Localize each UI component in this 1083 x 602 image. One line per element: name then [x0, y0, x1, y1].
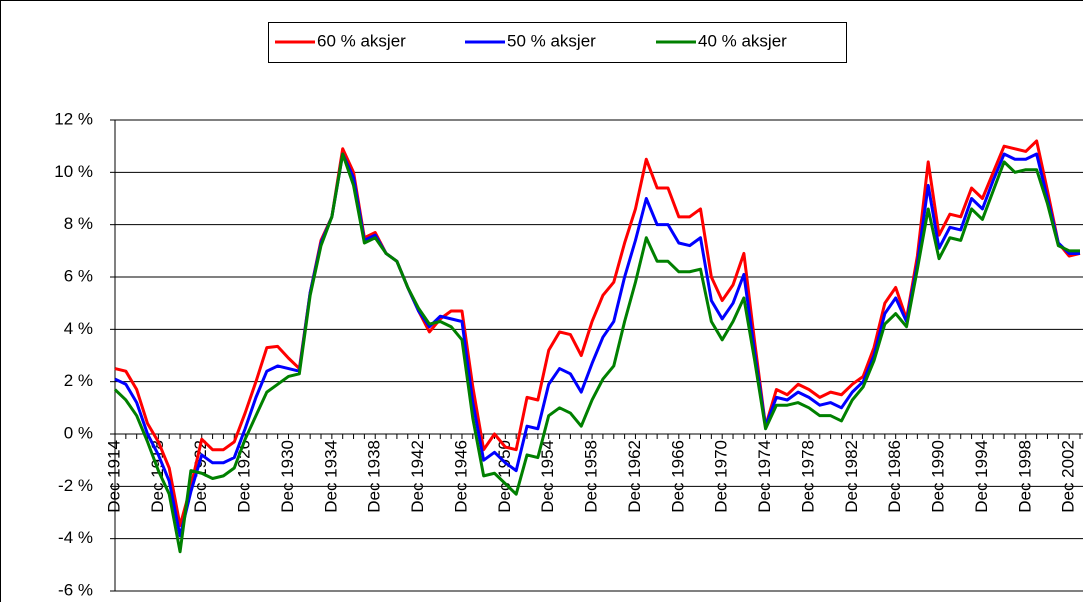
- y-tick-label: 8 %: [64, 214, 93, 233]
- x-tick-label: Dec 1934: [321, 440, 340, 513]
- y-tick-label: -6 %: [58, 580, 93, 599]
- y-tick-label: 2 %: [64, 371, 93, 390]
- x-tick-label: Dec 1946: [451, 440, 470, 513]
- y-tick-label: 6 %: [64, 266, 93, 285]
- y-tick-label: 0 %: [64, 423, 93, 442]
- x-tick-label: Dec 1970: [712, 440, 731, 513]
- x-tick-label: Dec 1942: [408, 440, 427, 513]
- y-tick-label: 12 %: [54, 109, 93, 128]
- x-tick-label: Dec 1978: [798, 440, 817, 513]
- legend-box: [268, 22, 847, 63]
- x-tick-label: Dec 1938: [365, 440, 384, 513]
- legend-label: 40 % aksjer: [698, 31, 787, 50]
- x-tick-label: Dec 1990: [929, 440, 948, 513]
- y-tick-label: -4 %: [58, 528, 93, 547]
- x-tick-label: Dec 1958: [582, 440, 601, 513]
- x-tick-label: Dec 2002: [1059, 440, 1078, 513]
- x-tick-label: Dec 1966: [668, 440, 687, 513]
- x-tick-label: Dec 1914: [104, 440, 123, 513]
- series-line: [113, 152, 1080, 554]
- legend: 60 % aksjer 50 % aksjer 40 % aksjer: [268, 22, 847, 63]
- x-tick-label: Dec 1962: [625, 440, 644, 513]
- x-tick-label: Dec 1954: [538, 440, 557, 513]
- x-tick-label: Dec 1974: [755, 440, 774, 513]
- y-tick-label: 4 %: [64, 319, 93, 338]
- y-tick-label: -2 %: [58, 476, 93, 495]
- x-tick-label: Dec 1982: [842, 440, 861, 513]
- legend-label: 60 % aksjer: [317, 31, 406, 50]
- x-tick-label: Dec 1986: [885, 440, 904, 513]
- y-tick-label: 10 %: [54, 162, 93, 181]
- x-tick-label: Dec 1994: [972, 440, 991, 513]
- legend-label: 50 % aksjer: [507, 31, 596, 50]
- x-tick-label: Dec 1930: [278, 440, 297, 513]
- x-tick-label: Dec 1998: [1015, 440, 1034, 513]
